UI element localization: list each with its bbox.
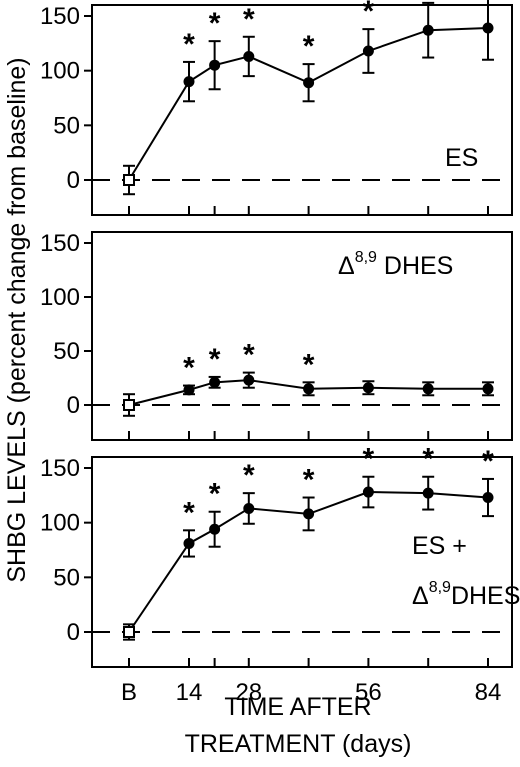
significance-star: * <box>209 7 221 40</box>
significance-star: * <box>363 0 375 28</box>
y-tick-label: 100 <box>40 284 80 311</box>
significance-star: * <box>422 443 434 476</box>
data-point <box>183 537 195 549</box>
data-point <box>209 523 221 535</box>
significance-star: * <box>303 30 315 63</box>
panel-2: 0 50 100 150 * * * * Δ8,9 DHES <box>40 230 513 441</box>
plot-frame <box>91 231 513 441</box>
significance-star: * <box>243 339 255 372</box>
baseline-point <box>123 174 135 186</box>
data-point <box>183 384 195 396</box>
y-tick-label: 0 <box>67 619 80 646</box>
data-point <box>482 22 494 34</box>
significance-star: * <box>209 343 221 376</box>
data-point <box>482 383 494 395</box>
x-tick-label: 56 <box>355 679 382 706</box>
plot-frame <box>91 4 513 216</box>
panel-label-text: DHES <box>377 252 453 280</box>
panel-label-line-1: Δ8,9 DHES <box>338 249 453 280</box>
y-tick-label: 50 <box>53 338 80 365</box>
significance-star: * <box>209 478 221 511</box>
significance-star: * <box>303 348 315 381</box>
significance-star: * <box>363 443 375 476</box>
delta-symbol: Δ <box>338 252 355 280</box>
data-point <box>422 24 434 36</box>
y-axis-title: SHBG LEVELS (percent change from baselin… <box>3 57 31 582</box>
panel-label-text: DHES <box>451 582 520 610</box>
data-point <box>422 487 434 499</box>
y-tick-label: 150 <box>40 455 80 482</box>
x-tick-label: 14 <box>176 679 203 706</box>
data-point <box>243 374 255 386</box>
x-tick-label: 28 <box>235 679 262 706</box>
data-point <box>303 383 315 395</box>
y-tick-label: 150 <box>40 3 80 30</box>
data-point <box>362 45 374 57</box>
y-tick-label: 0 <box>67 392 80 419</box>
data-point <box>422 383 434 395</box>
significance-star: * <box>422 0 434 2</box>
data-point <box>209 59 221 71</box>
panel-label-text: ES + <box>412 532 467 560</box>
significance-star: * <box>482 445 494 478</box>
x-tick-label: B <box>121 679 137 706</box>
significance-star: * <box>183 28 195 61</box>
x-tick-label: 84 <box>475 679 502 706</box>
data-point <box>243 50 255 62</box>
panel-label-line-1: ES <box>445 144 478 172</box>
data-point <box>209 376 221 388</box>
superscript: 8,9 <box>355 249 377 266</box>
baseline-point <box>123 399 135 411</box>
superscript: 8,9 <box>429 579 451 596</box>
panel-label-line-1: ES + <box>412 532 467 560</box>
data-point <box>183 76 195 88</box>
panel-3: 0 50 100 150 * * * * * * * ES + Δ8,9DHES <box>40 443 520 668</box>
y-tick-label: 50 <box>53 112 80 139</box>
data-point <box>362 382 374 394</box>
y-tick-label: 0 <box>67 167 80 194</box>
y-tick-label: 50 <box>53 564 80 591</box>
x-axis-title-line-2: TREATMENT (days) <box>185 730 412 758</box>
significance-star: * <box>243 459 255 492</box>
data-point <box>362 486 374 498</box>
y-tick-label: 100 <box>40 58 80 85</box>
x-axis-title-line-1: TIME AFTER <box>224 693 371 721</box>
data-point <box>303 77 315 89</box>
y-tick-label: 100 <box>40 510 80 537</box>
data-point <box>482 492 494 504</box>
panel-label-text: ES <box>445 144 478 172</box>
significance-star: * <box>183 496 195 529</box>
data-point <box>303 508 315 520</box>
x-axis: B 14 28 56 84 <box>121 679 501 706</box>
significance-star: * <box>183 352 195 385</box>
delta-symbol: Δ <box>412 582 429 610</box>
baseline-point <box>123 626 135 638</box>
y-tick-label: 150 <box>40 230 80 257</box>
significance-star: * <box>303 464 315 497</box>
significance-star: * <box>243 3 255 36</box>
panel-label-line-2: Δ8,9DHES <box>412 579 520 610</box>
data-point <box>243 502 255 514</box>
plot-frame <box>91 456 513 668</box>
